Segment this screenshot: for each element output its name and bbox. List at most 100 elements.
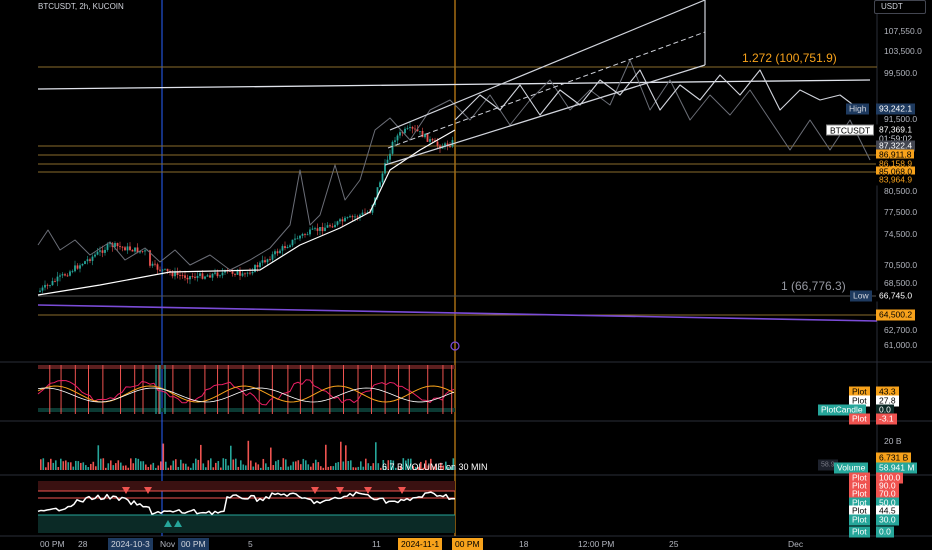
volume-bar bbox=[357, 466, 360, 470]
candle-body bbox=[381, 173, 384, 183]
volume-bar bbox=[165, 461, 167, 470]
low-value-tag: 66,745.0 bbox=[876, 290, 916, 302]
volume-bar bbox=[102, 458, 105, 470]
price-axis-tick: 74,500.0 bbox=[884, 229, 918, 239]
volume-bar bbox=[437, 467, 440, 470]
rsi-plot-label: Plot bbox=[849, 505, 870, 517]
candle-body bbox=[384, 163, 386, 174]
rsi-buy-marker-icon bbox=[164, 520, 172, 527]
candle-body bbox=[389, 153, 391, 160]
rsi-plot-value: 100.0 bbox=[876, 472, 904, 484]
volume-bar bbox=[242, 464, 245, 470]
candle-body bbox=[286, 246, 289, 249]
volume-bar bbox=[412, 466, 415, 470]
volume-bar bbox=[122, 465, 125, 470]
volume-bar bbox=[450, 467, 452, 470]
candle-body bbox=[261, 260, 264, 263]
volume-bar bbox=[127, 467, 130, 470]
volume-bar bbox=[132, 463, 135, 470]
volume-bar bbox=[217, 461, 220, 470]
volume-bar bbox=[370, 466, 372, 470]
volume-bar bbox=[392, 460, 395, 470]
candle-body bbox=[251, 271, 254, 274]
channel-upper-line bbox=[389, 0, 706, 131]
volume-bar bbox=[417, 466, 420, 470]
volume-bar bbox=[252, 466, 255, 470]
time-axis-tick: 25 bbox=[669, 539, 679, 549]
candle-body bbox=[214, 272, 216, 274]
candle-body bbox=[191, 276, 194, 277]
volume-bar bbox=[452, 458, 455, 470]
candle-body bbox=[304, 233, 306, 235]
currency-button[interactable]: USDT bbox=[874, 0, 926, 14]
volume-bar bbox=[317, 462, 320, 470]
time-axis-nov: Nov bbox=[160, 539, 176, 549]
volume-bar bbox=[172, 460, 175, 470]
price-level-tag: 83,964.9 bbox=[876, 174, 916, 186]
candle-body bbox=[326, 225, 329, 228]
candle-body bbox=[314, 228, 316, 230]
rsi-sell-marker-icon bbox=[144, 487, 152, 494]
time-axis-tick: 18 bbox=[519, 539, 529, 549]
candle-body bbox=[436, 141, 439, 146]
volume-bar bbox=[257, 464, 260, 470]
volume-bar bbox=[125, 465, 127, 470]
volume-bar bbox=[162, 443, 165, 470]
candle-body bbox=[136, 247, 139, 253]
price-axis-tick: 62,700.0 bbox=[884, 325, 918, 335]
candle-body bbox=[151, 263, 154, 266]
rsi-sell-marker-icon bbox=[311, 487, 319, 494]
candle-body bbox=[76, 265, 79, 269]
candle-body bbox=[284, 246, 286, 249]
volume-bar bbox=[95, 466, 97, 470]
volume-bar bbox=[275, 461, 277, 470]
volume-bar bbox=[72, 466, 75, 470]
candle-body bbox=[179, 275, 181, 276]
volume-bar bbox=[157, 465, 160, 470]
volume-bar bbox=[232, 459, 235, 470]
candle-body bbox=[269, 259, 271, 261]
volume-bar bbox=[97, 445, 100, 470]
volume-bar bbox=[255, 462, 257, 470]
volume-bar bbox=[82, 462, 85, 470]
last-price-tag: 87,369.1 bbox=[876, 124, 916, 136]
volume-bar bbox=[430, 458, 432, 470]
volume-bar bbox=[405, 460, 407, 470]
volume-bar bbox=[202, 463, 205, 470]
support-value-tag: 64,500.2 bbox=[876, 309, 916, 321]
projection-marker-icon bbox=[450, 341, 460, 351]
candle-body bbox=[321, 227, 324, 232]
volume-bar bbox=[92, 461, 95, 470]
volume-bar bbox=[282, 458, 285, 470]
rsi-plot-label: Plot bbox=[849, 514, 870, 526]
candle-body bbox=[181, 275, 184, 277]
candle-body bbox=[449, 146, 451, 148]
osc-plot-label: Plot bbox=[849, 413, 870, 425]
volume-bar bbox=[322, 467, 325, 470]
time-axis-highlight-left-time: 00 PM bbox=[178, 538, 209, 550]
candle-body bbox=[116, 243, 119, 247]
volume-bar bbox=[335, 462, 337, 470]
candle-body bbox=[351, 216, 354, 218]
candle-body bbox=[96, 251, 99, 255]
price-level-tag: 86,911.8 bbox=[876, 149, 915, 161]
volume-axis-tick: 20 B bbox=[884, 436, 902, 446]
channel-lower-line bbox=[384, 64, 706, 166]
candle-body bbox=[264, 260, 266, 263]
volume-faded-value: 58.9 bbox=[818, 459, 838, 471]
candle-body bbox=[416, 129, 419, 132]
time-axis-tick: 12:00 PM bbox=[578, 539, 615, 549]
volume-bar bbox=[135, 458, 137, 470]
candle-body bbox=[86, 259, 89, 262]
volume-bar bbox=[65, 460, 67, 470]
time-axis-tick: Dec bbox=[788, 539, 804, 549]
volume-bar bbox=[117, 460, 120, 470]
candle-body bbox=[414, 128, 416, 130]
candle-body bbox=[234, 273, 236, 275]
candle-body bbox=[299, 235, 301, 239]
volume-bar bbox=[345, 445, 347, 470]
rsi-sell-marker-icon bbox=[336, 487, 344, 494]
candle-body bbox=[386, 159, 389, 164]
